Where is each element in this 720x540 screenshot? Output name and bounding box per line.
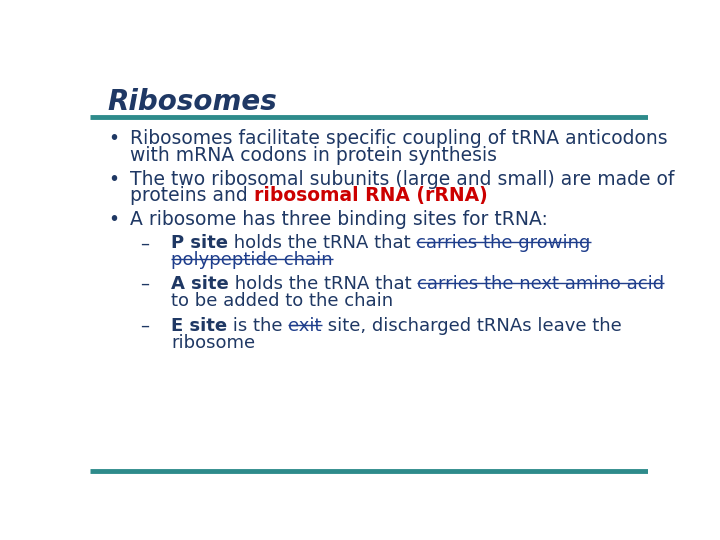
Text: holds the tRNA that: holds the tRNA that: [228, 234, 416, 252]
Text: ribosome: ribosome: [171, 334, 255, 352]
Text: ribosomal RNA (rRNA): ribosomal RNA (rRNA): [254, 186, 487, 205]
Text: proteins and: proteins and: [130, 186, 254, 205]
Text: –: –: [140, 234, 149, 252]
Text: The two ribosomal subunits (large and small) are made of: The two ribosomal subunits (large and sm…: [130, 170, 675, 188]
Text: A ribosome has three binding sites for tRNA:: A ribosome has three binding sites for t…: [130, 210, 548, 230]
Text: –: –: [140, 275, 149, 293]
Text: site, discharged tRNAs leave the: site, discharged tRNAs leave the: [322, 317, 621, 335]
Text: holds the tRNA that: holds the tRNA that: [229, 275, 417, 293]
Text: is the: is the: [227, 317, 288, 335]
Text: •: •: [108, 170, 119, 188]
Text: •: •: [108, 210, 119, 230]
Text: E site: E site: [171, 317, 227, 335]
Text: to be added to the chain: to be added to the chain: [171, 292, 393, 310]
Text: Ribosomes: Ribosomes: [108, 87, 278, 116]
Text: polypeptide chain: polypeptide chain: [171, 251, 333, 269]
Text: –: –: [140, 317, 149, 335]
Text: Ribosomes facilitate specific coupling of tRNA anticodons: Ribosomes facilitate specific coupling o…: [130, 129, 668, 149]
Text: exit: exit: [288, 317, 322, 335]
Text: carries the growing: carries the growing: [416, 234, 590, 252]
Text: •: •: [108, 129, 119, 149]
Text: P site: P site: [171, 234, 228, 252]
Text: A site: A site: [171, 275, 229, 293]
Text: carries the next amino acid: carries the next amino acid: [417, 275, 664, 293]
Text: with mRNA codons in protein synthesis: with mRNA codons in protein synthesis: [130, 146, 498, 165]
